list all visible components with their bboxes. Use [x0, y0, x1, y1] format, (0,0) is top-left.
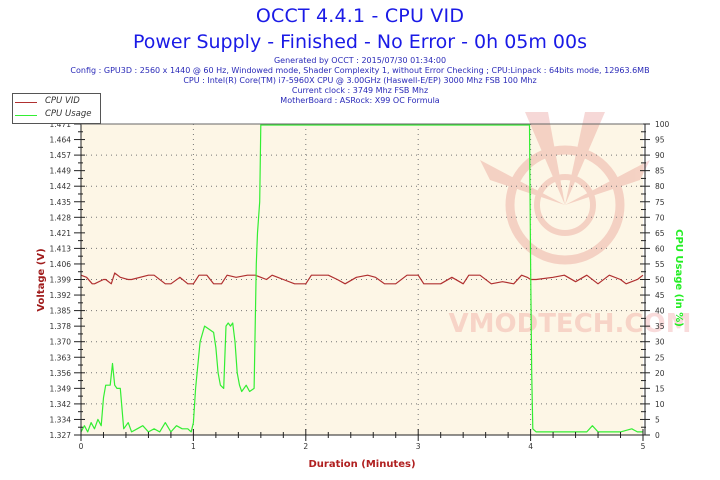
info-motherboard: MotherBoard : ASRock: X99 OC Formula: [280, 96, 440, 105]
y-tick-label: 1.442: [50, 182, 72, 191]
legend: CPU VID CPU Usage: [12, 93, 101, 124]
svg-text:VMODTECH.COM: VMODTECH.COM: [449, 309, 692, 339]
y2-tick-label: 40: [655, 307, 665, 316]
y-tick-label: 1.413: [50, 244, 72, 253]
y-tick-label: 1.385: [50, 307, 72, 316]
x-tick-label: 5: [641, 442, 646, 451]
y-tick-label: 1.457: [50, 151, 72, 160]
info-clock: Current clock : 3749 Mhz FSB Mhz: [291, 86, 429, 95]
y-tick-label: 1.435: [50, 198, 72, 207]
y2-tick-label: 90: [655, 151, 665, 160]
y2-tick-label: 50: [655, 276, 665, 285]
info-cpu: CPU : Intel(R) Core(TM) i7-5960X CPU @ 3…: [183, 76, 537, 85]
legend-label: CPU VID: [45, 96, 80, 106]
y2-tick-label: 80: [655, 182, 665, 191]
y-tick-label: 1.349: [50, 384, 72, 393]
y-axis-title: Voltage (V): [36, 248, 47, 311]
y2-tick-label: 70: [655, 213, 665, 222]
y-tick-label: 1.406: [50, 260, 72, 269]
y2-tick-label: 55: [655, 260, 665, 269]
series-lines: [80, 124, 644, 433]
axis-labels: 1.327 01.334 51.342 101.349 151.356 201.363 25…: [36, 120, 684, 470]
y-tick-label: 1.378: [50, 322, 72, 331]
x-tick-label: 3: [416, 442, 421, 451]
y2-tick-label: 35: [655, 322, 665, 331]
y2-tick-label: 5: [655, 415, 660, 424]
y2-tick-label: 20: [655, 369, 665, 378]
y-tick-label: 1.327: [50, 431, 72, 440]
cpu-vid-swatch-icon: [15, 102, 37, 103]
info-config: Config : GPU3D : 2560 x 1440 @ 60 Hz, Wi…: [70, 66, 650, 75]
y2-tick-label: 0: [655, 431, 660, 440]
y2-axis-title: CPU Usage (in %): [673, 229, 684, 327]
y2-tick-label: 65: [655, 229, 665, 238]
y-tick-label: 1.370: [50, 338, 72, 347]
y2-tick-label: 75: [655, 198, 665, 207]
chart-title: OCCT 4.4.1 - CPU VID: [255, 5, 465, 27]
y2-tick-label: 30: [655, 338, 665, 347]
cpu-usage-swatch-icon: [15, 115, 37, 116]
y2-tick-label: 100: [655, 120, 670, 129]
y2-tick-label: 10: [655, 400, 665, 409]
y2-tick-label: 95: [655, 136, 665, 145]
y2-tick-label: 85: [655, 167, 665, 176]
y2-tick-label: 45: [655, 291, 665, 300]
y-tick-label: 1.363: [50, 353, 72, 362]
watermark-logo: VMODTECH.COM: [449, 112, 692, 339]
x-tick-label: 0: [79, 442, 84, 451]
y-tick-label: 1.421: [50, 229, 72, 238]
y2-tick-label: 15: [655, 384, 665, 393]
x-tick-label: 2: [303, 442, 308, 451]
y-tick-label: 1.449: [50, 167, 72, 176]
y-tick-label: 1.399: [50, 276, 72, 285]
info-generated: Generated by OCCT : 2015/07/30 01:34:00: [273, 56, 447, 65]
y-tick-label: 1.392: [50, 291, 72, 300]
y2-tick-label: 60: [655, 244, 665, 253]
legend-label: CPU Usage: [45, 109, 92, 119]
y-tick-label: 1.342: [50, 400, 72, 409]
cpu-usage-line: [80, 124, 643, 433]
y-tick-label: 1.471: [50, 120, 72, 129]
chart-subtitle: Power Supply - Finished - No Error - 0h …: [132, 31, 588, 53]
x-tick-label: 4: [528, 442, 533, 451]
y-tick-label: 1.428: [50, 213, 72, 222]
y-tick-label: 1.334: [50, 415, 72, 424]
y2-tick-label: 25: [655, 353, 665, 362]
x-tick-label: 1: [191, 442, 196, 451]
x-axis-title: Duration (Minutes): [308, 459, 415, 470]
y-tick-label: 1.464: [50, 136, 72, 145]
y-tick-label: 1.356: [50, 369, 72, 378]
axes: [74, 123, 650, 441]
